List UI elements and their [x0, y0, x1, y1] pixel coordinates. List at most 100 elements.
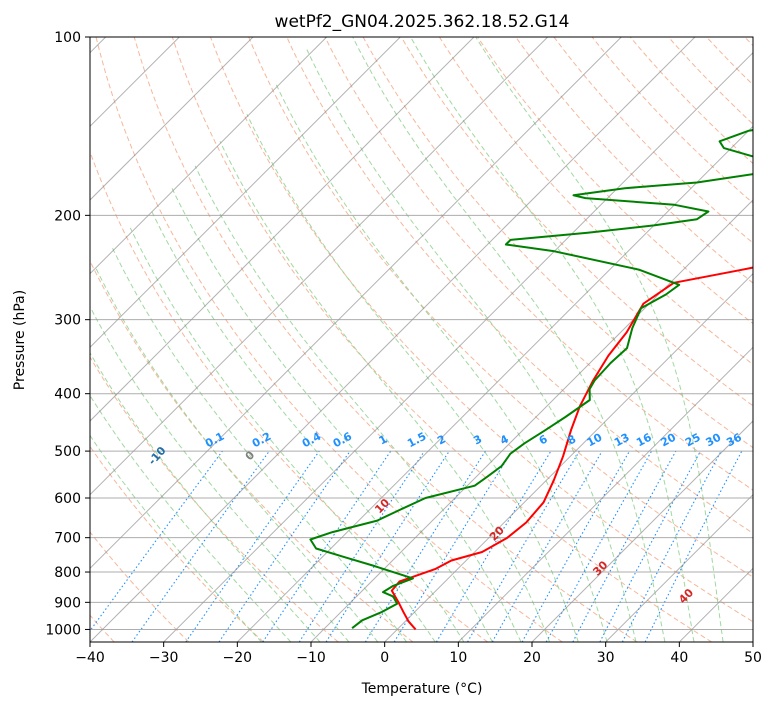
y-axis: 100 200 300 400 500 600 700 800 900 1000 — [45, 30, 90, 638]
mixing-ratio-label: 10 — [585, 431, 605, 450]
mixing-ratio-label: 30 — [704, 431, 724, 450]
isotherm — [90, 37, 254, 201]
isotherm — [90, 37, 401, 349]
y-tick-label: 900 — [54, 595, 81, 611]
mixing-ratio-line — [644, 450, 743, 642]
x-axis-label: Temperature (°C) — [361, 681, 483, 697]
moist-adiabat — [110, 245, 407, 642]
mixing-ratio-label: 25 — [683, 431, 703, 450]
x-tick-label: 0 — [380, 650, 389, 666]
mixing-ratio-label: 16 — [634, 431, 654, 450]
mixing-ratio-line — [325, 450, 450, 642]
y-tick-label: 200 — [54, 208, 81, 224]
moist-adiabat-label: 40 — [676, 586, 696, 606]
isotherm — [384, 272, 753, 642]
isotherm — [90, 37, 696, 642]
moist-adiabat-label: 30 — [590, 558, 610, 578]
chart-title: wetPf2_GN04.2025.362.18.52.G14 — [275, 12, 570, 32]
moist-adiabat — [171, 187, 493, 642]
dry-adiabat — [133, 37, 638, 642]
moist-adiabat — [219, 141, 551, 642]
y-tick-label: 1000 — [45, 622, 81, 638]
mixing-ratio-line — [90, 450, 223, 632]
y-tick-label: 800 — [54, 565, 81, 581]
y-tick-label: 100 — [54, 30, 81, 46]
mixing-ratio-label: 0.6 — [331, 430, 355, 451]
mixing-ratio-line — [393, 450, 513, 642]
mixing-ratio-label: 20 — [658, 431, 678, 450]
mixing-ratio-line — [621, 450, 722, 642]
dry-adiabat — [362, 37, 753, 449]
isotherm — [90, 37, 328, 275]
moist-adiabat — [194, 165, 522, 642]
x-tick-label: 30 — [597, 650, 615, 666]
moist-adiabat — [352, 37, 666, 642]
mixing-ratio-label: 3 — [471, 432, 484, 447]
moist-adiabat — [90, 305, 350, 642]
x-tick-label: 50 — [744, 650, 762, 666]
isotherm — [678, 567, 753, 642]
x-tick-label: −10 — [296, 650, 326, 666]
moist-adiabat — [90, 394, 292, 642]
isotherm — [310, 199, 753, 642]
mixing-ratio-label: 13 — [612, 431, 632, 450]
dry-adiabat — [324, 37, 753, 491]
isotherm — [163, 51, 753, 642]
dry-adiabat-label: -20 — [69, 420, 92, 444]
dry-adiabat — [591, 37, 753, 204]
y-tick-label: 700 — [54, 531, 81, 547]
dry-adiabat — [210, 37, 753, 623]
x-axis: −40 −30 −20 −10 0 10 20 30 40 50 — [75, 642, 762, 666]
isotherm — [90, 37, 475, 422]
plot-frame — [89, 36, 754, 643]
dry-adiabat — [515, 37, 753, 284]
y-tick-label: 300 — [54, 313, 81, 329]
dry-adiabat — [90, 531, 190, 642]
x-tick-label: 40 — [670, 650, 688, 666]
dry-adiabat — [400, 37, 753, 407]
dry-adiabat — [744, 37, 753, 47]
mixing-ratio-label: 0.1 — [203, 430, 226, 451]
moist-adiabat-label: 10 — [372, 496, 392, 516]
mixing-ratio-line — [131, 450, 270, 642]
mixing-ratio-label: 36 — [724, 431, 744, 450]
isotherm — [236, 125, 753, 642]
grid-lines — [90, 37, 753, 642]
dry-adiabat — [90, 356, 339, 642]
dewpoint-line — [309, 129, 753, 629]
dry-adiabat — [90, 445, 264, 642]
mixing-ratio-label: 0.2 — [250, 430, 273, 451]
isotherm — [457, 346, 753, 642]
y-tick-label: 400 — [54, 387, 81, 403]
mixing-ratio-line — [521, 450, 630, 642]
profile-lines — [309, 129, 753, 631]
dry-adiabat — [668, 37, 753, 125]
x-tick-label: 20 — [523, 650, 541, 666]
mixing-ratio-line — [599, 450, 701, 642]
isotherm — [90, 37, 622, 570]
moist-adiabat — [410, 37, 695, 642]
y-axis-label: Pressure (hPa) — [12, 290, 28, 390]
x-tick-label: 10 — [449, 650, 467, 666]
dry-adiabat — [477, 37, 753, 325]
x-tick-label: −20 — [223, 650, 253, 666]
y-tick-label: 600 — [54, 491, 81, 507]
dry-adiabat — [706, 37, 753, 86]
dry-adiabat — [553, 37, 753, 244]
dry-adiabat — [438, 37, 753, 366]
x-tick-label: −40 — [75, 650, 105, 666]
moist-adiabat — [306, 49, 637, 642]
mixing-ratio-line — [572, 450, 677, 642]
dry-adiabat — [248, 37, 753, 578]
background-lines — [90, 37, 753, 642]
mixing-ratio-line — [298, 450, 425, 642]
moist-adiabat — [90, 434, 262, 642]
dry-adiabat — [90, 259, 414, 642]
dry-adiabat — [90, 150, 488, 642]
mixing-ratio-label: 6 — [537, 432, 550, 447]
moist-adiabat — [95, 267, 379, 642]
isotherm — [752, 641, 753, 642]
moist-adiabat — [246, 113, 579, 642]
temperature-line — [390, 266, 753, 631]
mixing-ratio-line — [218, 450, 351, 642]
